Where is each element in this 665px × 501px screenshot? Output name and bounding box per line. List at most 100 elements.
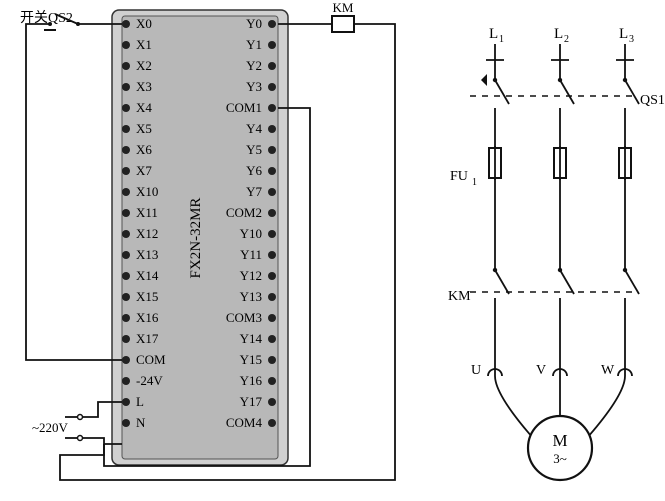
km-contacts-label: KM [448,289,471,304]
plc-terminal-l [122,398,130,406]
uvw-label: W [601,363,615,378]
plc-term-label: X0 [136,16,152,31]
plc-term-label: Y10 [240,226,262,241]
plc-terminal-x13 [122,251,130,259]
svg-text:2: 2 [564,34,569,45]
plc-terminal-y13 [268,293,276,301]
plc-term-label: Y4 [246,121,262,136]
plc-terminal--24v [122,377,130,385]
three-phase-circuit: L1L2L3 QS1 FU 1 KM M 3~ UVW [448,26,665,480]
plc-term-label: X2 [136,58,152,73]
plc-term-label: -24V [136,373,163,388]
svg-text:1: 1 [472,177,477,188]
plc-term-label: L [136,394,144,409]
plc-term-label: N [136,415,146,430]
plc-term-label: Y15 [240,352,262,367]
plc-term-label: X4 [136,100,152,115]
plc-terminal-y2 [268,62,276,70]
plc-term-label: X1 [136,37,152,52]
plc-terminal-x7 [122,167,130,175]
svg-text:L: L [554,26,563,42]
wiring-diagram: FX2N-32MR X0 X1 X2 X3 X4 X5 X6 X7 X10 X11 X12 X13 X1… [0,0,665,501]
plc-terminal-x4 [122,104,130,112]
plc-term-label: Y3 [246,79,262,94]
plc-terminal-x14 [122,272,130,280]
plc-terminal-y6 [268,167,276,175]
plc-terminal-n [122,419,130,427]
plc-terminal-x5 [122,125,130,133]
plc-term-label: X7 [136,163,152,178]
km-coil-label: KM [333,0,354,15]
plc-terminal-x10 [122,188,130,196]
plc-term-label: X16 [136,310,159,325]
plc-term-label: Y11 [240,247,262,262]
plc-term-label: Y2 [246,58,262,73]
plc-terminal-y17 [268,398,276,406]
ac-label: ~220V [32,420,69,435]
plc-terminal-x2 [122,62,130,70]
plc-terminal-com1 [268,104,276,112]
plc-term-label: X17 [136,331,159,346]
plc-term-label: COM4 [226,415,263,430]
ac-supply: ~220V [32,402,122,444]
plc-terminal-y16 [268,377,276,385]
plc-term-label: COM1 [226,100,262,115]
plc-term-label: X13 [136,247,158,262]
plc-term-label: Y16 [240,373,263,388]
plc-terminal-com2 [268,209,276,217]
motor-m: M [552,431,567,450]
motor: M 3~ [528,416,592,480]
plc-terminal-y3 [268,83,276,91]
plc-terminal-x11 [122,209,130,217]
plc-terminal-com3 [268,314,276,322]
plc-terminal-x3 [122,83,130,91]
svg-text:L: L [619,26,628,42]
plc-term-label: X14 [136,268,159,283]
plc-term-label: X11 [136,205,158,220]
plc-terminal-x6 [122,146,130,154]
plc-model-label: FX2N-32MR [188,198,204,279]
plc-terminal-x12 [122,230,130,238]
plc-term-label: Y12 [240,268,262,283]
motor-3ph: 3~ [553,451,567,466]
plc-term-label: COM2 [226,205,262,220]
qs1-label: QS1 [640,93,665,108]
plc-terminal-y10 [268,230,276,238]
plc-term-label: X12 [136,226,158,241]
plc-term-label: COM [136,352,166,367]
svg-text:L: L [489,26,498,42]
plc-terminal-x0 [122,20,130,28]
fu1-label: FU 1 [450,169,477,188]
phase-label: L3 [619,26,634,45]
plc-term-label: X5 [136,121,152,136]
svg-text:3: 3 [629,34,634,45]
plc-term-label: Y0 [246,16,262,31]
svg-text:FU: FU [450,169,468,184]
phase-label: L2 [554,26,569,45]
plc-terminal-y15 [268,356,276,364]
plc-term-label: Y7 [246,184,262,199]
plc-term-label: X10 [136,184,158,199]
plc-terminal-x16 [122,314,130,322]
uvw-label: V [536,363,546,378]
plc-terminal-x15 [122,293,130,301]
plc-terminal-com4 [268,419,276,427]
plc-terminal-y4 [268,125,276,133]
phase-label: L1 [489,26,504,45]
plc-term-label: Y6 [246,163,262,178]
plc-term-label: X6 [136,142,152,157]
plc-terminal-y0 [268,20,276,28]
plc-term-label: X3 [136,79,152,94]
plc-terminal-y5 [268,146,276,154]
plc-terminal-y7 [268,188,276,196]
plc-term-label: COM3 [226,310,262,325]
plc-term-label: Y13 [240,289,262,304]
plc-terminal-x17 [122,335,130,343]
plc-term-label: Y5 [246,142,262,157]
plc-term-label: Y1 [246,37,262,52]
svg-text:1: 1 [499,34,504,45]
plc-terminal-y12 [268,272,276,280]
plc-terminal-x1 [122,41,130,49]
plc-term-label: X15 [136,289,158,304]
plc-terminal-y14 [268,335,276,343]
